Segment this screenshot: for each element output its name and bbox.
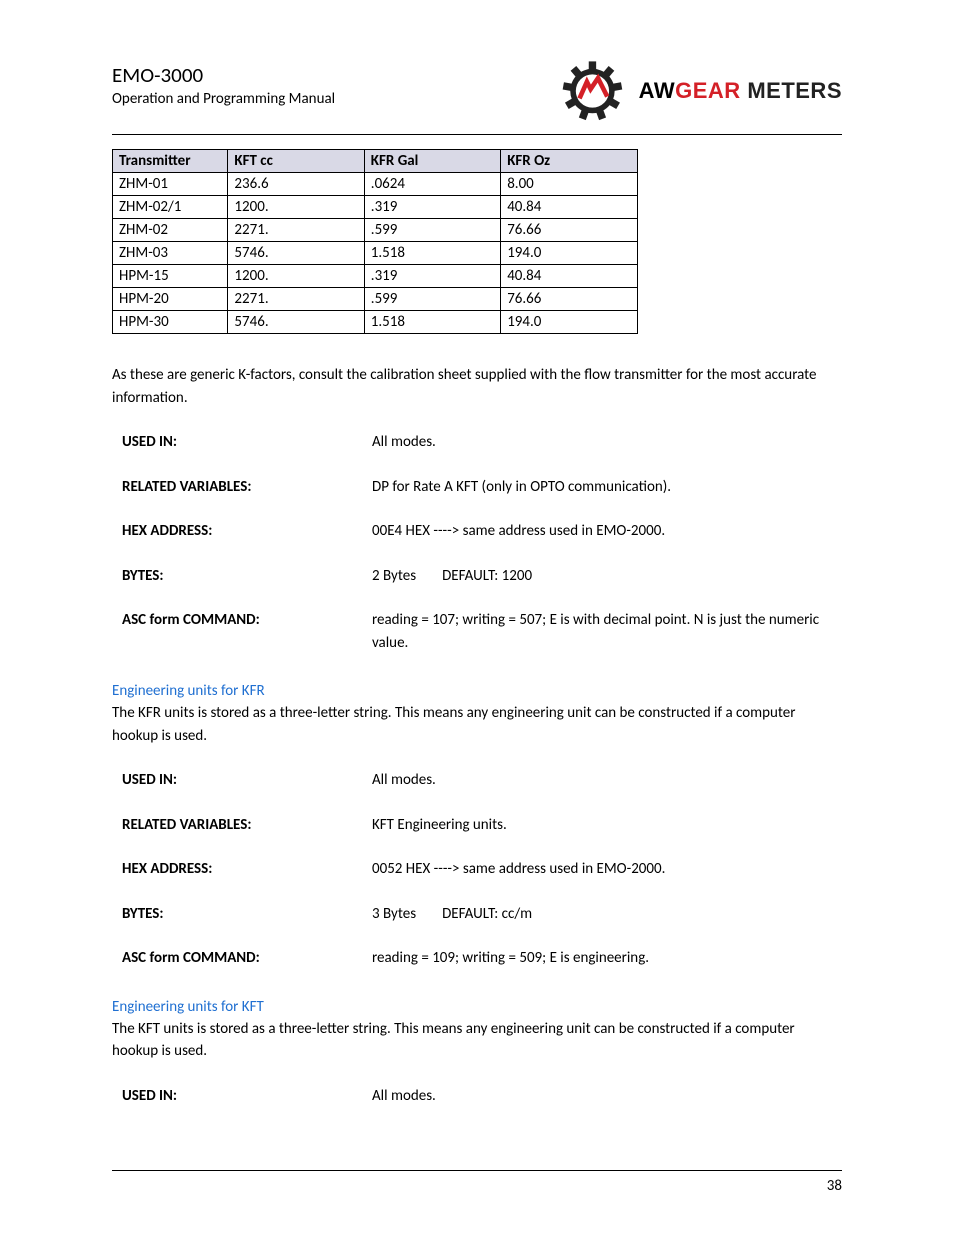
kft-para: The KFT units is stored as a three-lette…: [112, 1018, 842, 1063]
table-cell: 1200.: [228, 265, 364, 288]
def-value: 2 Bytes DEFAULT: 1200: [372, 565, 842, 588]
table-cell: ZHM-02: [113, 219, 228, 242]
def-value: KFT Engineering units.: [372, 814, 842, 837]
def-label: BYTES:: [122, 903, 372, 926]
brand-text: AWGEAR METERS: [639, 78, 842, 104]
def-label: HEX ADDRESS:: [122, 858, 372, 881]
table-row: ZHM-01236.6.06248.00: [113, 173, 638, 196]
bytes-count: 2 Bytes: [372, 567, 416, 585]
table-cell: 236.6: [228, 173, 364, 196]
table-row: ZHM-02/11200..31940.84: [113, 196, 638, 219]
def-value: DP for Rate A KFT (only in OPTO communic…: [372, 476, 842, 499]
table-row: HPM-305746.1.518194.0: [113, 311, 638, 334]
heading-kft: Engineering units for KFT: [112, 998, 842, 1016]
table-cell: 194.0: [501, 242, 637, 265]
table-cell: ZHM-02/1: [113, 196, 228, 219]
table-cell: 76.66: [501, 219, 637, 242]
def-value: All modes.: [372, 1085, 842, 1108]
doc-subtitle: Operation and Programming Manual: [112, 90, 335, 108]
table-header-cell: KFR Oz: [501, 150, 637, 173]
def-label: HEX ADDRESS:: [122, 520, 372, 543]
table-cell: 8.00: [501, 173, 637, 196]
kfr-para: The KFR units is stored as a three-lette…: [112, 702, 842, 747]
brand-aw: AW: [639, 78, 675, 103]
def-label: USED IN:: [122, 769, 372, 792]
def-row-bytes: BYTES: 3 Bytes DEFAULT: cc/m: [122, 903, 842, 926]
table-cell: ZHM-03: [113, 242, 228, 265]
bytes-count: 3 Bytes: [372, 905, 416, 923]
table-row: HPM-202271..59976.66: [113, 288, 638, 311]
table-header-cell: KFR Gal: [364, 150, 500, 173]
bytes-default: DEFAULT: 1200: [442, 567, 532, 585]
def-row-used-in: USED IN: All modes.: [122, 1085, 842, 1108]
table-cell: 5746.: [228, 242, 364, 265]
def-value: 3 Bytes DEFAULT: cc/m: [372, 903, 842, 926]
def-row-related: RELATED VARIABLES: KFT Engineering units…: [122, 814, 842, 837]
def-row-used-in: USED IN: All modes.: [122, 769, 842, 792]
definition-block-kft: USED IN: All modes.: [122, 1085, 842, 1108]
def-value: All modes.: [372, 769, 842, 792]
def-label: USED IN:: [122, 431, 372, 454]
table-cell: HPM-15: [113, 265, 228, 288]
def-label: BYTES:: [122, 565, 372, 588]
def-value: 0052 HEX ----> same address used in EMO-…: [372, 858, 842, 881]
brand-meters: METERS: [747, 78, 842, 103]
def-row-related: RELATED VARIABLES: DP for Rate A KFT (on…: [122, 476, 842, 499]
gear-icon: [561, 58, 635, 124]
table-row: HPM-151200..31940.84: [113, 265, 638, 288]
page-footer: 38: [112, 1140, 842, 1195]
def-label: RELATED VARIABLES:: [122, 476, 372, 499]
table-cell: HPM-30: [113, 311, 228, 334]
table-cell: 40.84: [501, 265, 637, 288]
table-cell: 1.518: [364, 242, 500, 265]
kfactor-table: TransmitterKFT ccKFR GalKFR Oz ZHM-01236…: [112, 149, 638, 334]
document-header: EMO-3000 Operation and Programming Manua…: [112, 58, 842, 124]
table-cell: .0624: [364, 173, 500, 196]
table-cell: 2271.: [228, 219, 364, 242]
definition-block-1: USED IN: All modes. RELATED VARIABLES: D…: [122, 431, 842, 654]
def-row-bytes: BYTES: 2 Bytes DEFAULT: 1200: [122, 565, 842, 588]
def-row-used-in: USED IN: All modes.: [122, 431, 842, 454]
kfactor-note: As these are generic K-factors, consult …: [112, 364, 842, 409]
table-cell: 5746.: [228, 311, 364, 334]
def-label: USED IN:: [122, 1085, 372, 1108]
heading-kfr: Engineering units for KFR: [112, 682, 842, 700]
table-row: ZHM-022271..59976.66: [113, 219, 638, 242]
def-row-hex: HEX ADDRESS: 00E4 HEX ----> same address…: [122, 520, 842, 543]
table-cell: ZHM-01: [113, 173, 228, 196]
def-row-asc: ASC form COMMAND: reading = 109; writing…: [122, 947, 842, 970]
brand-logo: AWGEAR METERS: [561, 58, 842, 124]
def-value: reading = 107; writing = 507; E is with …: [372, 609, 842, 654]
table-cell: .319: [364, 196, 500, 219]
def-value: reading = 109; writing = 509; E is engin…: [372, 947, 842, 970]
doc-title: EMO-3000: [112, 62, 335, 88]
table-cell: .599: [364, 219, 500, 242]
def-label: ASC form COMMAND:: [122, 609, 372, 654]
table-cell: 1.518: [364, 311, 500, 334]
def-row-asc: ASC form COMMAND: reading = 107; writing…: [122, 609, 842, 654]
page-number: 38: [112, 1171, 842, 1195]
table-cell: 76.66: [501, 288, 637, 311]
table-cell: HPM-20: [113, 288, 228, 311]
header-titles: EMO-3000 Operation and Programming Manua…: [112, 58, 335, 108]
def-label: ASC form COMMAND:: [122, 947, 372, 970]
table-cell: .319: [364, 265, 500, 288]
definition-block-kfr: USED IN: All modes. RELATED VARIABLES: K…: [122, 769, 842, 970]
brand-gear: GEAR: [675, 78, 741, 103]
table-cell: 194.0: [501, 311, 637, 334]
def-label: RELATED VARIABLES:: [122, 814, 372, 837]
def-value: 00E4 HEX ----> same address used in EMO-…: [372, 520, 842, 543]
def-value: All modes.: [372, 431, 842, 454]
def-row-hex: HEX ADDRESS: 0052 HEX ----> same address…: [122, 858, 842, 881]
table-header-cell: Transmitter: [113, 150, 228, 173]
table-header-cell: KFT cc: [228, 150, 364, 173]
bytes-default: DEFAULT: cc/m: [442, 905, 532, 923]
table-cell: 2271.: [228, 288, 364, 311]
header-divider: [112, 134, 842, 135]
table-row: ZHM-035746.1.518194.0: [113, 242, 638, 265]
table-cell: .599: [364, 288, 500, 311]
table-cell: 40.84: [501, 196, 637, 219]
table-cell: 1200.: [228, 196, 364, 219]
